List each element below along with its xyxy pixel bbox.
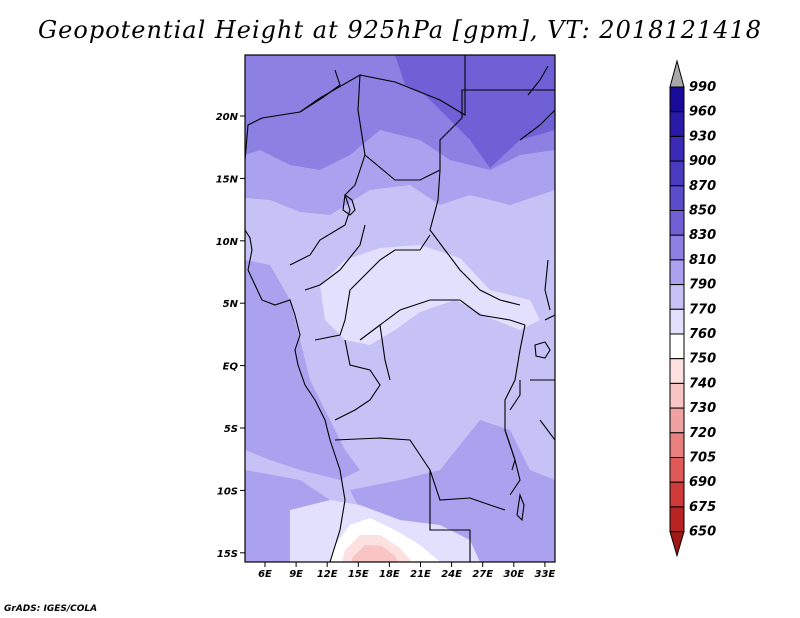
grads-credit: GrADS: IGES/COLA bbox=[4, 604, 98, 614]
colorbar-level-label: 810 bbox=[689, 253, 716, 268]
border-niger-chad bbox=[364, 117, 463, 181]
lake-chad bbox=[342, 194, 356, 216]
colorbar-level-label: 730 bbox=[689, 401, 716, 416]
lon-tick-label: 12E bbox=[317, 569, 338, 580]
lon-tick-label: 6E bbox=[258, 569, 272, 580]
colorbar-swatch bbox=[669, 160, 685, 187]
colorbar: 990 960 930 900 870 850 830 810 790 770 760 750 740 7… bbox=[669, 59, 716, 558]
border-nigeria bbox=[289, 194, 366, 291]
colorbar-level-label: 690 bbox=[689, 475, 716, 490]
colorbar-swatch bbox=[669, 382, 685, 409]
colorbar-top-arrow bbox=[669, 59, 685, 88]
border-chad-sudan bbox=[429, 89, 555, 306]
colorbar-level-label: 870 bbox=[689, 179, 716, 194]
border-angola-zambia bbox=[429, 470, 471, 562]
colorbar-swatch bbox=[669, 185, 685, 212]
colorbar-swatch bbox=[669, 284, 685, 310]
border-mali-niger bbox=[299, 74, 366, 196]
colorbar-swatch bbox=[669, 358, 685, 384]
lon-tick-label: 24E bbox=[441, 569, 462, 580]
lake-malawi bbox=[516, 492, 525, 522]
lat-tick-label: 15N bbox=[216, 174, 239, 185]
field-810-west bbox=[245, 260, 360, 480]
lat-tick-label: 20N bbox=[216, 112, 239, 123]
field-740-south bbox=[352, 545, 398, 562]
colorbar-level-label: 960 bbox=[689, 105, 716, 120]
field-770-center bbox=[320, 245, 540, 345]
colorbar-swatch bbox=[669, 111, 685, 137]
lon-tick-label: 33E bbox=[535, 569, 556, 580]
lon-tick-label: 18E bbox=[379, 569, 400, 580]
colorbar-level-label: 705 bbox=[689, 451, 716, 466]
border-lake-tanganyika bbox=[504, 380, 521, 471]
colorbar-level-label: 930 bbox=[689, 129, 716, 144]
border-cameroon bbox=[314, 234, 431, 341]
map-borders bbox=[245, 55, 555, 562]
border-car-drc bbox=[359, 299, 526, 341]
lat-tick-label: EQ bbox=[223, 362, 239, 373]
map-title: Geopotential Height at 925hPa [gpm], VT:… bbox=[38, 16, 762, 44]
colorbar-swatch bbox=[669, 333, 685, 360]
colorbar-level-label: 830 bbox=[689, 228, 716, 243]
colorbar-swatch bbox=[669, 432, 685, 458]
colorbar-level-label: 770 bbox=[689, 302, 716, 317]
colorbar-level-label: 760 bbox=[689, 327, 716, 342]
colorbar-swatch bbox=[669, 86, 685, 113]
contour-field bbox=[245, 55, 555, 562]
colorbar-level-label: 850 bbox=[689, 204, 716, 219]
colorbar-level-label: 900 bbox=[689, 154, 716, 169]
lat-tick-label: 15S bbox=[217, 549, 238, 560]
colorbar-swatch bbox=[669, 259, 685, 286]
colorbar-level-label: 740 bbox=[689, 376, 716, 391]
colorbar-level-label: 750 bbox=[689, 352, 716, 367]
border-east-coast bbox=[530, 259, 555, 441]
colorbar-swatch bbox=[669, 308, 685, 335]
colorbar-swatch bbox=[669, 506, 685, 533]
lat-tick-label: 5N bbox=[223, 299, 239, 310]
colorbar-swatch bbox=[669, 210, 685, 236]
map-frame bbox=[244, 54, 556, 563]
colorbar-level-label: 720 bbox=[689, 426, 716, 441]
border-congo bbox=[334, 324, 391, 421]
colorbar-level-label: 650 bbox=[689, 525, 716, 540]
lon-tick-label: 30E bbox=[503, 569, 524, 580]
lon-tick-label: 21E bbox=[410, 569, 431, 580]
lon-tick-label: 27E bbox=[472, 569, 493, 580]
lat-tick-label: 10N bbox=[216, 237, 239, 248]
border-drc-angola bbox=[334, 437, 506, 511]
colorbar-swatch bbox=[669, 407, 685, 434]
field-850-north bbox=[395, 55, 555, 168]
colorbar-swatch bbox=[669, 481, 685, 508]
colorbar-swatch bbox=[669, 135, 685, 162]
colorbar-level-label: 675 bbox=[689, 500, 716, 515]
latitude-axis: 20N 15N 10N 5N EQ 5S 10S 15S bbox=[216, 112, 245, 560]
lat-tick-label: 10S bbox=[217, 486, 238, 497]
longitude-axis: 6E 9E 12E 15E 18E 21E 24E 27E 30E 33E bbox=[258, 562, 555, 580]
colorbar-swatch bbox=[669, 457, 685, 483]
colorbar-swatch bbox=[669, 234, 685, 261]
lon-tick-label: 15E bbox=[348, 569, 369, 580]
border-sudan-east bbox=[519, 65, 555, 141]
border-algeria-libya bbox=[359, 55, 466, 116]
lon-tick-label: 9E bbox=[289, 569, 303, 580]
lake-victoria bbox=[534, 341, 551, 359]
colorbar-level-label: 990 bbox=[689, 80, 716, 95]
colorbar-bottom-arrow bbox=[669, 531, 685, 558]
border-drc-east bbox=[504, 324, 526, 496]
lat-tick-label: 5S bbox=[224, 424, 238, 435]
colorbar-level-label: 790 bbox=[689, 278, 716, 293]
